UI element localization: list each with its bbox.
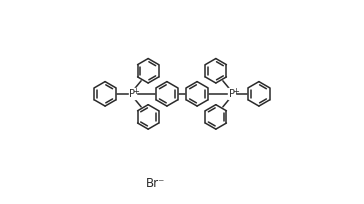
Text: +: + xyxy=(132,87,139,96)
Text: P: P xyxy=(129,89,135,99)
Text: Br⁻: Br⁻ xyxy=(146,177,165,190)
Text: P: P xyxy=(229,89,235,99)
Text: +: + xyxy=(232,87,239,96)
